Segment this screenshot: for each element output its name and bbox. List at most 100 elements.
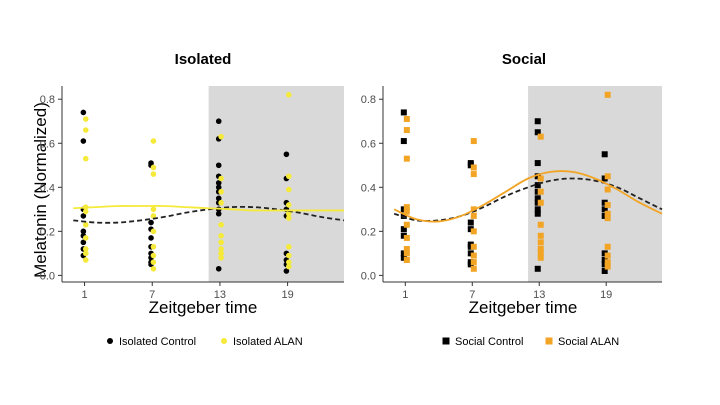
social-alan-point [403,208,410,215]
social-alan-point [403,127,410,134]
isolated-control-point [283,151,290,158]
isolated-control-point [215,195,222,202]
social-alan-point [604,252,611,259]
y-tick-label: 0.4 [40,182,55,194]
isolated-alan-point [218,232,224,239]
social-alan-fit-curve [393,170,663,223]
isolated-alan-point [218,188,224,195]
social-alan-legend-marker [545,337,553,345]
isolated-alan-point [150,243,157,250]
y-tick-label: 0.6 [40,138,55,150]
social-alan-point [537,221,544,228]
social-alan-point [403,256,410,263]
isolated-control-point [215,180,222,186]
x-tick-label: 7 [469,289,475,301]
social-alan-point [537,254,544,261]
isolated-alan-fit-curve [73,205,344,212]
y-tick-label: 0.4 [361,182,376,194]
isolated-alan-point [82,116,89,122]
isolated-alan-point [150,164,157,171]
isolated-alan-point [150,138,157,144]
social-control-point [534,182,541,189]
y-tick-label: 0.0 [361,270,376,282]
y-axis-label: Melatonin (Normalized) [31,102,50,278]
y-tick-label: 0.2 [361,226,376,238]
y-tick-label: 0.8 [40,94,55,106]
isolated-alan-point [150,265,157,272]
social-control-point [601,151,608,158]
isolated-alan-point [82,155,89,162]
x-tick-label: 19 [600,289,612,301]
x-axis-label-isolated: Zeitgeber time [149,298,258,317]
social-control-point [400,109,407,116]
social-alan-point [537,245,544,252]
isolated-control-fit-curve [73,205,345,224]
x-tick-label: 13 [214,289,226,301]
social-control-point [534,206,541,213]
social-alan-point [403,250,410,257]
social-control-point [467,219,474,226]
social-alan-legend-label: Social ALAN [558,336,619,348]
isolated-control-legend-label: Isolated Control [119,336,196,348]
social-alan-point [470,265,477,272]
panel-social: Social Zeitgeber time 0.0 0.2 0.4 0.6 0.8 1 7 1… [361,51,663,317]
x-axis-label-social: Zeitgeber time [469,298,578,317]
social-control-point [400,226,407,233]
isolated-alan-point [150,252,157,259]
isolated-control-point [80,228,87,235]
x-tick-label: 1 [81,289,87,301]
panel-title-isolated: Isolated [175,51,232,68]
legend-isolated: Isolated Control Isolated ALAN [107,336,303,348]
social-alan-point [604,186,611,193]
isolated-alan-point [82,235,89,241]
isolated-control-point [80,213,87,219]
isolated-alan-point [286,259,292,265]
social-control-fit-curve [393,177,663,222]
social-control-point [534,210,541,217]
isolated-control-point [80,138,87,144]
y-tick-label: 0.8 [361,94,376,106]
social-alan-point [470,252,477,259]
social-control-legend-label: Social Control [455,336,523,348]
isolated-alan-point [286,215,292,221]
isolated-alan-point [286,210,292,217]
isolated-alan-point [218,250,224,257]
social-alan-point [537,239,544,246]
dark-phase-shading [208,86,344,282]
x-tick-label: 19 [281,289,293,301]
social-alan-point [604,243,611,250]
isolated-control-point [148,235,154,241]
isolated-alan-point [218,133,224,140]
isolated-alan-point [218,199,224,206]
x-tick-label: 7 [149,289,155,301]
panel-isolated: Isolated Zeitgeber time 0.0 0.2 0.4 0.6 0.8 1… [40,51,345,317]
social-control-legend-marker [442,337,450,345]
social-control-point [601,267,608,274]
social-alan-point [470,259,477,266]
social-alan-point [403,116,410,123]
isolated-alan-point [82,250,89,257]
isolated-alan-point [82,208,89,215]
social-alan-point [604,201,611,208]
social-control-point [534,265,541,272]
x-tick-label: 1 [402,289,408,301]
social-alan-point [470,243,477,250]
isolated-alan-point [286,202,292,208]
isolated-alan-point [218,254,224,261]
social-control-point [534,160,541,167]
isolated-alan-point [150,228,157,235]
isolated-alan-point [82,257,89,263]
social-alan-point [470,228,477,235]
social-alan-point [604,173,611,180]
isolated-control-point [80,109,87,116]
isolated-alan-point [286,243,292,250]
social-alan-point [604,263,611,270]
social-alan-point [403,245,410,252]
isolated-control-legend-marker [107,338,113,344]
social-alan-point [604,215,611,222]
isolated-alan-point [218,221,224,228]
social-control-point [534,129,541,136]
panel-title-social: Social [502,51,546,68]
social-control-point [400,212,407,219]
